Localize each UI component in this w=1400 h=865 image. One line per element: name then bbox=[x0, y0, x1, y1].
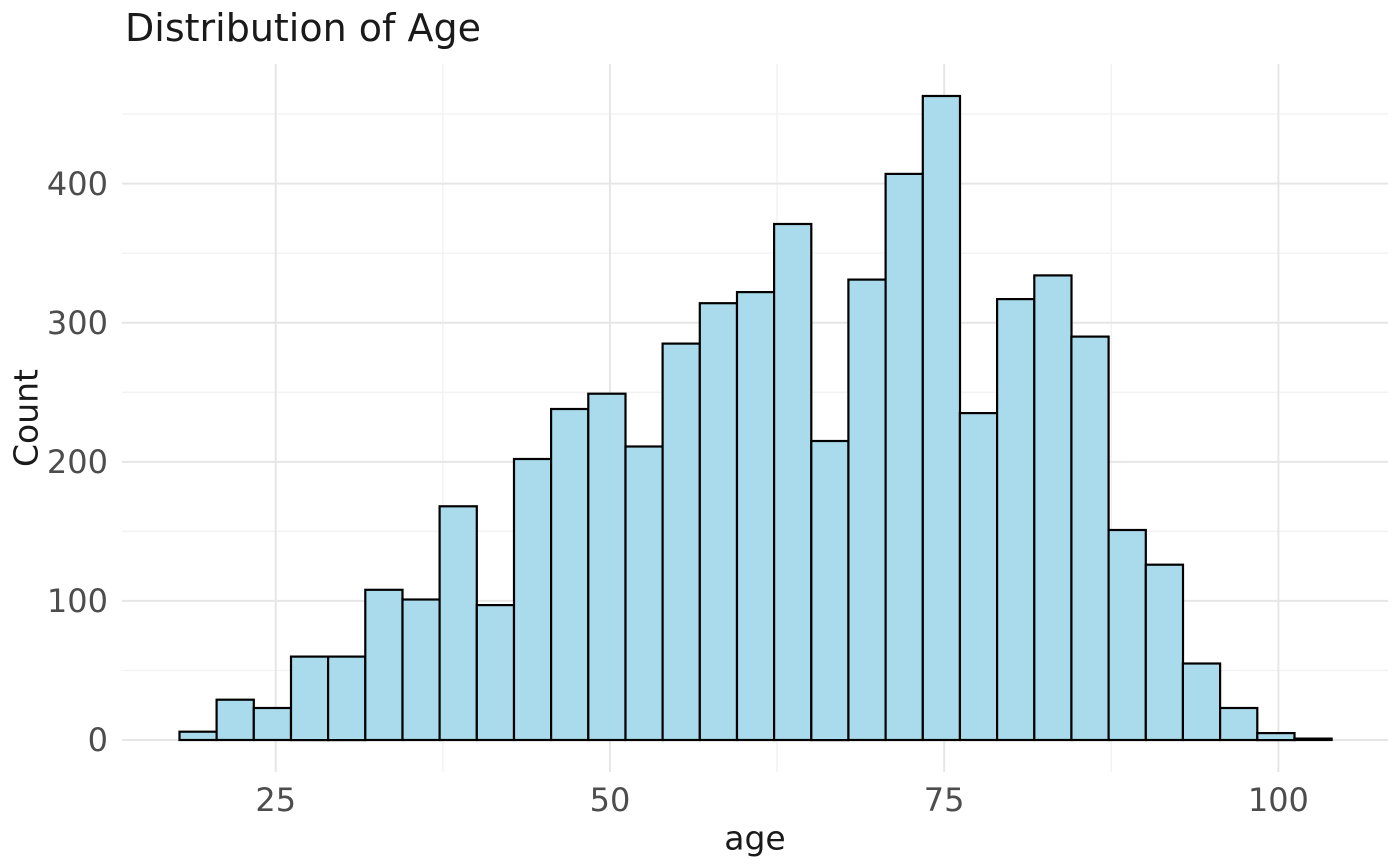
x-tick-label: 50 bbox=[590, 781, 631, 819]
histogram-bar bbox=[884, 172, 924, 742]
histogram-bar bbox=[587, 392, 627, 742]
histogram-bar bbox=[364, 588, 404, 742]
histogram-bar bbox=[215, 698, 255, 742]
histogram-bar bbox=[661, 342, 701, 742]
y-tick-label: 300 bbox=[47, 304, 108, 342]
histogram-bar bbox=[624, 445, 664, 742]
histogram-bar bbox=[327, 655, 367, 742]
chart-title: Distribution of Age bbox=[125, 6, 481, 50]
histogram-bar bbox=[698, 302, 739, 742]
histogram-bar bbox=[252, 706, 293, 742]
histogram-bar bbox=[1144, 563, 1185, 742]
histogram-bar bbox=[512, 457, 553, 742]
histogram-bar bbox=[847, 278, 887, 742]
histogram-bar bbox=[735, 291, 776, 742]
histogram-bar bbox=[289, 655, 330, 742]
x-axis-label: age bbox=[724, 818, 786, 858]
histogram-bar bbox=[1107, 528, 1147, 742]
histogram-bar bbox=[958, 412, 999, 742]
y-tick-label: 0 bbox=[88, 721, 108, 759]
y-axis-label: Count bbox=[6, 368, 46, 468]
histogram-bar bbox=[810, 439, 850, 742]
histogram-bar bbox=[1181, 662, 1222, 742]
histogram-bar bbox=[1033, 274, 1073, 742]
y-tick-label: 400 bbox=[47, 165, 108, 203]
histogram-bar bbox=[475, 603, 516, 742]
x-tick-label: 100 bbox=[1248, 781, 1309, 819]
histogram-bar bbox=[401, 598, 441, 742]
y-tick-label: 200 bbox=[47, 443, 108, 481]
histogram-bar bbox=[1293, 737, 1333, 742]
histogram-bar bbox=[1256, 731, 1296, 742]
x-tick-label: 25 bbox=[255, 781, 296, 819]
histogram-bar bbox=[549, 407, 590, 742]
histogram-bar bbox=[178, 730, 218, 742]
histogram-bar bbox=[1218, 706, 1259, 742]
histogram-bar bbox=[995, 298, 1036, 742]
y-tick-label: 100 bbox=[47, 582, 108, 620]
histogram-bar bbox=[438, 505, 478, 742]
histogram-bar bbox=[921, 94, 962, 742]
histogram-bar bbox=[772, 222, 813, 742]
x-tick-label: 75 bbox=[924, 781, 965, 819]
histogram-bar bbox=[1070, 335, 1110, 742]
